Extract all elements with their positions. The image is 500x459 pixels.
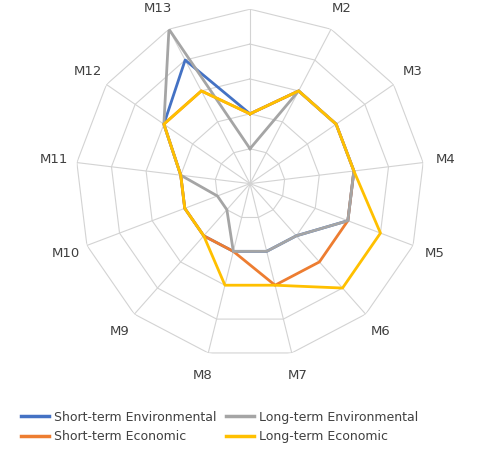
Polygon shape: [77, 9, 423, 353]
Legend: Short-term Environmental, Short-term Economic, Long-term Environmental, Long-ter: Short-term Environmental, Short-term Eco…: [16, 406, 423, 448]
